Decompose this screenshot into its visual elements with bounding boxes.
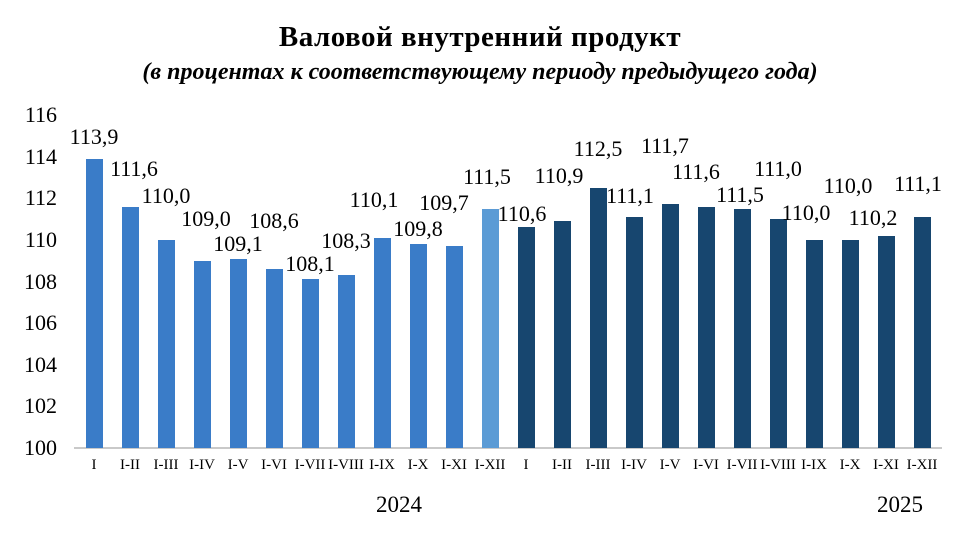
bar xyxy=(769,219,787,448)
bar xyxy=(589,187,607,448)
y-tick-label: 112 xyxy=(24,185,57,211)
bar-value-label: 110,9 xyxy=(534,163,584,189)
year-label: 2025 xyxy=(877,492,923,517)
bar xyxy=(337,275,355,448)
x-tick-label: I-XII xyxy=(474,457,506,473)
x-tick-label: I-II xyxy=(120,457,140,473)
bar xyxy=(553,221,571,448)
bar xyxy=(373,237,391,448)
bar-value-label: 113,9 xyxy=(69,123,119,149)
bar xyxy=(301,279,319,448)
x-tick-label: I-V xyxy=(227,457,249,473)
x-tick-label: I-VIII xyxy=(760,457,796,473)
bar xyxy=(661,204,679,448)
y-tick-label: 104 xyxy=(24,351,57,377)
bar-value-label: 111,1 xyxy=(606,182,654,208)
bar-value-label: 108,1 xyxy=(285,251,335,277)
bar xyxy=(517,227,535,448)
bar xyxy=(445,246,463,448)
y-tick-label: 108 xyxy=(24,268,57,294)
bar-value-label: 108,3 xyxy=(321,228,371,254)
bar-value-label: 111,0 xyxy=(754,156,802,182)
bar-value-label: 111,6 xyxy=(672,158,720,184)
x-tick-label: I-XII xyxy=(906,457,938,473)
bar-value-label: 110,0 xyxy=(781,199,831,225)
bar xyxy=(913,216,931,448)
x-tick-label: I-X xyxy=(839,457,861,473)
y-tick-label: 110 xyxy=(24,226,57,252)
x-tick-label: I-IX xyxy=(369,457,395,473)
x-tick-label: I xyxy=(91,457,97,473)
bar-value-label: 108,6 xyxy=(249,208,299,233)
bar-value-label: 109,1 xyxy=(213,230,263,256)
x-tick-label: I-IV xyxy=(189,457,215,473)
bar-value-label: 111,5 xyxy=(716,181,764,207)
bar xyxy=(877,235,895,448)
y-tick-label: 116 xyxy=(24,102,57,127)
x-tick-label: I-X xyxy=(407,457,429,473)
x-tick-label: I xyxy=(523,457,529,473)
x-axis-line xyxy=(74,447,942,449)
x-tick-label: I-IV xyxy=(621,457,647,473)
x-tick-label: I-VII xyxy=(294,457,326,473)
bar xyxy=(265,269,283,448)
bar xyxy=(625,216,643,448)
bar-value-label: 111,6 xyxy=(110,155,158,181)
y-tick-label: 114 xyxy=(24,143,57,169)
bar-value-label: 112,5 xyxy=(573,135,623,161)
bar xyxy=(697,206,715,448)
bar xyxy=(841,239,859,448)
bar xyxy=(85,158,103,448)
bar-value-label: 110,0 xyxy=(141,182,191,208)
bar xyxy=(121,206,139,448)
bar-value-label: 111,1 xyxy=(894,170,942,196)
x-tick-label: I-VII xyxy=(726,457,758,473)
y-tick-label: 102 xyxy=(24,393,57,419)
bar-value-label: 109,0 xyxy=(181,205,231,231)
year-label: 2024 xyxy=(376,492,422,517)
y-tick-label: 100 xyxy=(24,435,57,460)
x-tick-label: I-IX xyxy=(801,457,827,473)
x-tick-label: I-XI xyxy=(441,457,467,473)
x-tick-label: I-III xyxy=(153,457,179,473)
bar xyxy=(229,258,247,448)
bar-value-label: 110,1 xyxy=(349,186,399,212)
x-tick-label: I-III xyxy=(585,457,611,473)
bar-value-label: 111,7 xyxy=(641,133,689,159)
bar xyxy=(409,244,427,448)
bar xyxy=(481,208,499,448)
bar xyxy=(733,208,751,448)
bar-value-label: 110,0 xyxy=(823,172,873,198)
bar-value-label: 109,7 xyxy=(419,190,469,216)
x-tick-label: I-VIII xyxy=(328,457,364,473)
x-tick-label: I-II xyxy=(552,457,572,473)
x-tick-label: I-V xyxy=(659,457,681,473)
chart-subtitle: (в процентах к соответствующему периоду … xyxy=(142,59,818,85)
chart-title: Валовой внутренний продукт xyxy=(278,21,682,53)
bar xyxy=(157,239,175,448)
x-tick-label: I-VI xyxy=(261,457,287,473)
bar-value-label: 109,8 xyxy=(393,216,443,242)
bar-value-label: 110,6 xyxy=(497,201,547,227)
x-tick-label: I-XI xyxy=(873,457,899,473)
y-tick-label: 106 xyxy=(24,310,57,336)
x-tick-label: I-VI xyxy=(693,457,719,473)
bar xyxy=(193,260,211,448)
bar-value-label: 111,5 xyxy=(463,163,511,189)
bar-value-label: 110,2 xyxy=(848,204,898,230)
bar xyxy=(805,239,823,448)
